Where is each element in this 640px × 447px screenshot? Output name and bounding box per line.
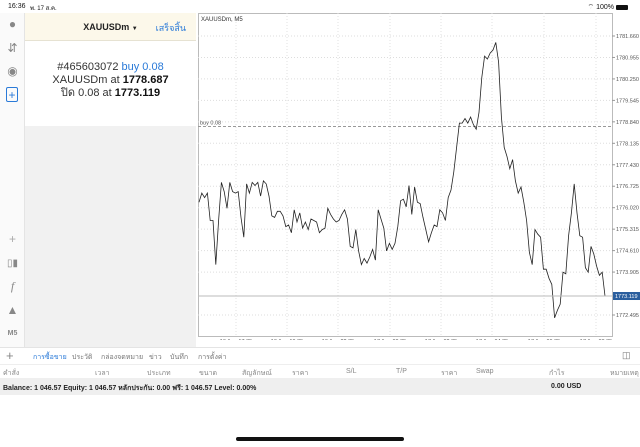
tab-mailbox[interactable]: กล่องจดหมาย xyxy=(101,354,144,361)
status-date: พ. 17 ส.ค. xyxy=(30,6,57,12)
chart-title: XAUUSDm, M5 xyxy=(201,17,243,23)
status-time: 16:36 xyxy=(8,3,26,10)
order-side: buy 0.08 xyxy=(121,61,164,73)
indicator-icon[interactable]: f xyxy=(10,279,15,293)
balance-row: Balance: 1 046.57 Equity: 1 046.57 หลักป… xyxy=(0,378,640,395)
toolbar-left: ● ⇵ ◉ + + ▯▮ f ▲ M5 xyxy=(0,13,25,348)
crosshair-icon[interactable]: + xyxy=(8,232,16,246)
current-price-badge xyxy=(613,292,640,301)
col-profit: กำไร xyxy=(549,370,565,377)
price-line xyxy=(198,42,606,319)
x-tick-label: 17 Aug 08:35 xyxy=(580,339,612,340)
col-time: เวลา xyxy=(95,370,110,377)
price-chart[interactable]: XAUUSDm, M5 buy 0.08 1781.660 1780.955 178… xyxy=(198,13,640,340)
tab-settings[interactable]: การตั้งค่า xyxy=(198,354,227,361)
chevron-down-icon: ▼ xyxy=(131,26,138,32)
y-tick-label: 1777.430 xyxy=(616,163,639,169)
tab-journal[interactable]: บันทึก xyxy=(170,354,189,361)
y-tick-label: 1776.020 xyxy=(616,206,639,212)
tab-history[interactable]: ประวัติ xyxy=(72,354,93,361)
home-indicator[interactable] xyxy=(236,437,404,441)
y-tick-label: 1778.840 xyxy=(616,120,639,126)
x-tick-label: 17 Aug 04:35 xyxy=(476,339,508,340)
balance-summary: Balance: 1 046.57 Equity: 1 046.57 หลักป… xyxy=(3,385,257,392)
account-icon[interactable]: ● xyxy=(8,17,17,31)
y-tick-label: 1772.495 xyxy=(616,313,639,319)
col-current-price: ราคา xyxy=(441,370,458,377)
col-sl: S/L xyxy=(346,368,357,375)
wifi-icon: ⌔ xyxy=(587,4,595,11)
new-order-icon[interactable]: + xyxy=(6,87,18,102)
add-icon[interactable]: + xyxy=(6,348,14,363)
x-tick-label: 16 Aug 17:35 xyxy=(220,339,252,340)
x-tick-label: 16 Aug 19:35 xyxy=(271,339,303,340)
col-price: ราคา xyxy=(292,370,309,377)
candles-icon[interactable]: ▯▮ xyxy=(6,258,18,269)
y-tick-label: 1780.250 xyxy=(616,77,639,83)
status-bar: 16:36 พ. 17 ส.ค. ⌔ 100% xyxy=(0,0,640,13)
y-tick-label: 1778.135 xyxy=(616,141,639,147)
battery-icon xyxy=(616,4,628,10)
close-price: 1773.119 xyxy=(114,87,161,99)
timeframe-button[interactable]: M5 xyxy=(7,330,18,337)
chat-icon[interactable]: ◉ xyxy=(7,64,18,78)
col-comment: หมายเหตุ xyxy=(610,370,639,377)
x-tick-label: 17 Aug 00:35 xyxy=(374,339,406,340)
battery-level: 100% xyxy=(596,4,614,11)
plot-area xyxy=(198,13,613,337)
y-tick-label: 1773.905 xyxy=(616,270,639,276)
y-tick-label: 1775.315 xyxy=(616,227,639,233)
col-swap: Swap xyxy=(476,368,494,375)
open-label: XAUUSDm at xyxy=(52,74,120,86)
table-header: คำสั่ง เวลา ประเภท ขนาด สัญลักษณ์ ราคา S… xyxy=(0,364,640,378)
layout-icon[interactable]: ◫ xyxy=(622,350,631,360)
symbol-name: XAUUSDm xyxy=(83,22,130,32)
y-tick-label: 1779.545 xyxy=(616,98,639,104)
col-order: คำสั่ง xyxy=(3,370,20,377)
current-price-label: 1773.119 xyxy=(615,294,638,300)
y-tick-label: 1780.955 xyxy=(616,55,639,61)
order-id: #465603072 xyxy=(57,61,119,73)
total-profit: 0.00 USD xyxy=(551,383,582,390)
y-tick-label: 1774.610 xyxy=(616,249,639,255)
close-label: ปิด 0.08 at xyxy=(60,87,112,99)
order-panel: XAUUSDm ▼ เสร็จสิ้น #465603072 buy 0.08 … xyxy=(25,13,196,348)
y-tick-label: 1776.725 xyxy=(616,184,639,190)
col-volume: ขนาด xyxy=(199,370,218,377)
order-line-label: buy 0.08 xyxy=(200,121,221,127)
order-result: #465603072 buy 0.08 XAUUSDm at 1778.687 … xyxy=(25,41,196,126)
symbol-selector[interactable]: XAUUSDm ▼ xyxy=(25,22,196,32)
y-tick-label: 1781.660 xyxy=(616,34,639,40)
done-button[interactable]: เสร็จสิ้น xyxy=(155,23,186,33)
x-tick-label: 17 Aug 06:35 xyxy=(528,339,560,340)
tab-trade[interactable]: การซื้อขาย xyxy=(33,354,67,361)
col-tp: T/P xyxy=(396,368,407,375)
col-symbol: สัญลักษณ์ xyxy=(242,370,272,377)
trade-icon[interactable]: ⇵ xyxy=(7,41,18,55)
tab-news[interactable]: ข่าว xyxy=(149,354,162,361)
panel-header: XAUUSDm ▼ เสร็จสิ้น xyxy=(25,13,196,41)
objects-icon[interactable]: ▲ xyxy=(6,303,19,317)
open-price: 1778.687 xyxy=(122,74,169,86)
terminal-tabs: + การซื้อขาย ประวัติ กล่องจดหมาย ข่าว บั… xyxy=(0,347,640,363)
x-tick-label: 17 Aug 02:35 xyxy=(425,339,457,340)
col-type: ประเภท xyxy=(147,370,171,377)
status-right: ⌔ 100% xyxy=(588,3,628,12)
x-tick-label: 16 Aug 22:35 xyxy=(322,339,354,340)
